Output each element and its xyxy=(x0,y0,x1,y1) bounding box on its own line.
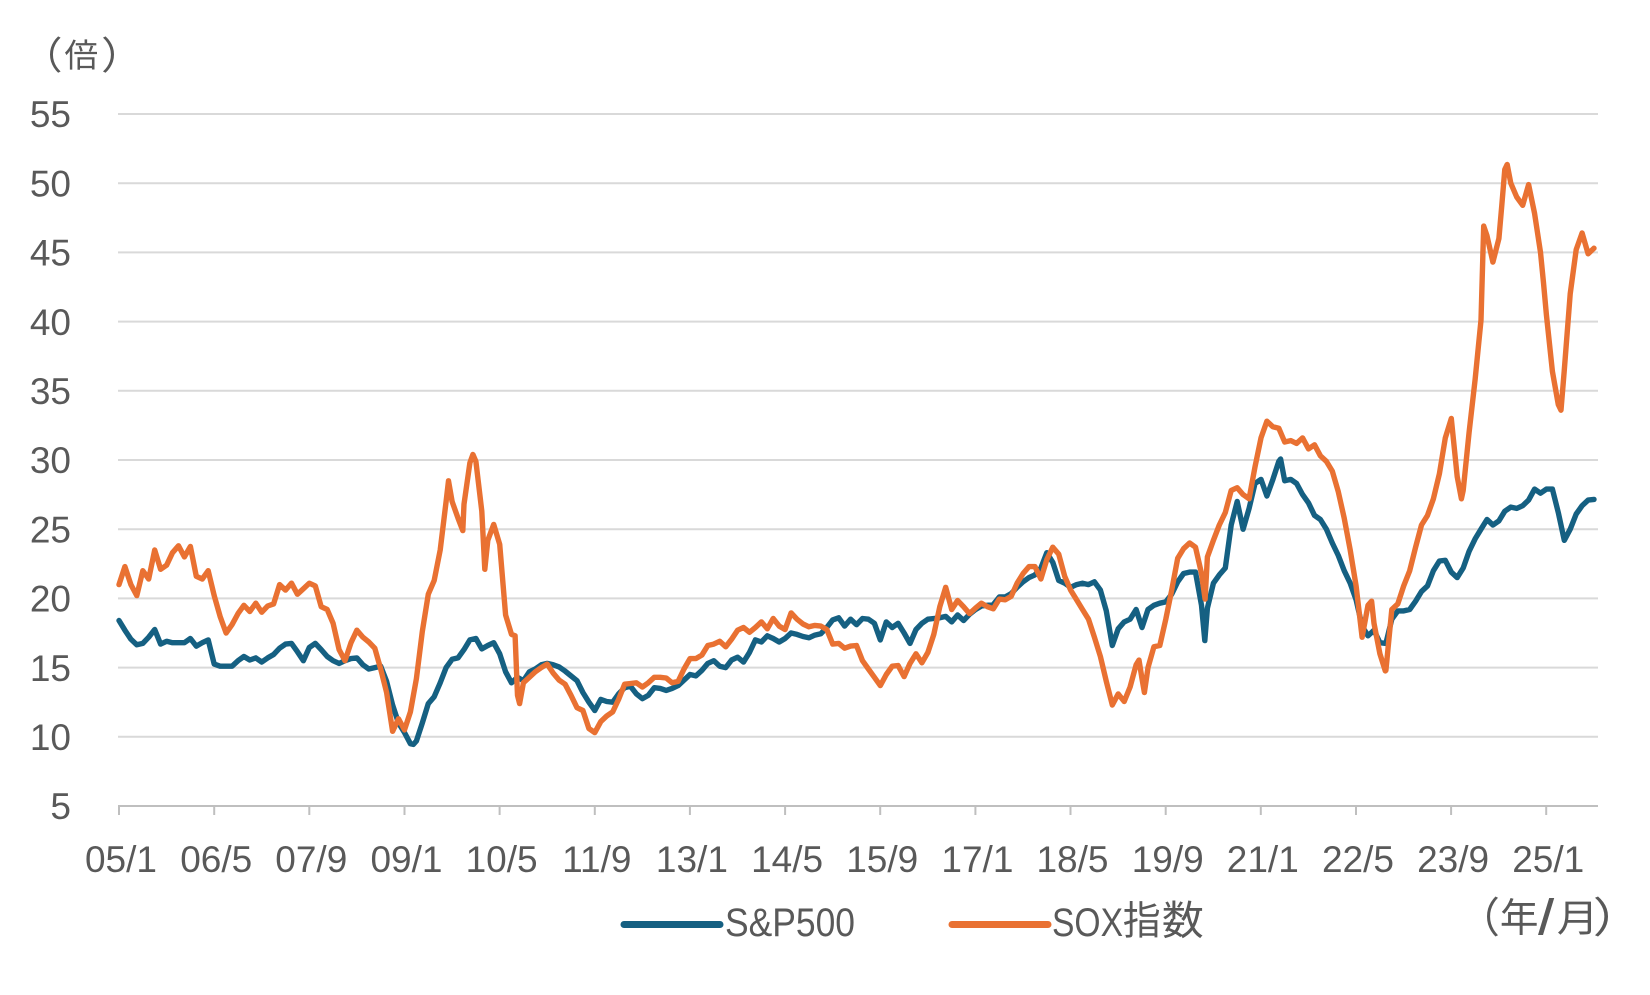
svg-text:25: 25 xyxy=(30,509,71,550)
svg-text:35: 35 xyxy=(30,371,71,412)
svg-text:05/1: 05/1 xyxy=(85,839,157,880)
svg-text:45: 45 xyxy=(30,233,71,274)
svg-text:06/5: 06/5 xyxy=(180,839,252,880)
svg-text:5: 5 xyxy=(50,786,71,827)
svg-text:07/9: 07/9 xyxy=(275,839,347,880)
svg-text:15/9: 15/9 xyxy=(846,839,918,880)
svg-text:18/5: 18/5 xyxy=(1036,839,1108,880)
svg-text:15: 15 xyxy=(30,648,71,689)
svg-text:14/5: 14/5 xyxy=(751,839,823,880)
svg-text:10/5: 10/5 xyxy=(466,839,538,880)
svg-text:13/1: 13/1 xyxy=(656,839,728,880)
svg-text:SOX: SOX xyxy=(1052,901,1123,945)
svg-text:23/9: 23/9 xyxy=(1417,839,1489,880)
svg-text:19/9: 19/9 xyxy=(1132,839,1204,880)
svg-text:20: 20 xyxy=(30,579,71,620)
svg-text:25/1: 25/1 xyxy=(1512,839,1584,880)
svg-text:11/9: 11/9 xyxy=(562,839,631,880)
svg-text:40: 40 xyxy=(30,302,71,343)
svg-text:10: 10 xyxy=(30,717,71,758)
svg-text:21/1: 21/1 xyxy=(1227,839,1299,880)
svg-text:17/1: 17/1 xyxy=(941,839,1013,880)
svg-text:30: 30 xyxy=(30,440,71,481)
svg-text:09/1: 09/1 xyxy=(370,839,442,880)
svg-text:50: 50 xyxy=(30,163,71,204)
svg-text:22/5: 22/5 xyxy=(1322,839,1394,880)
svg-text:S&P500: S&P500 xyxy=(725,901,855,945)
svg-text:55: 55 xyxy=(30,94,71,135)
